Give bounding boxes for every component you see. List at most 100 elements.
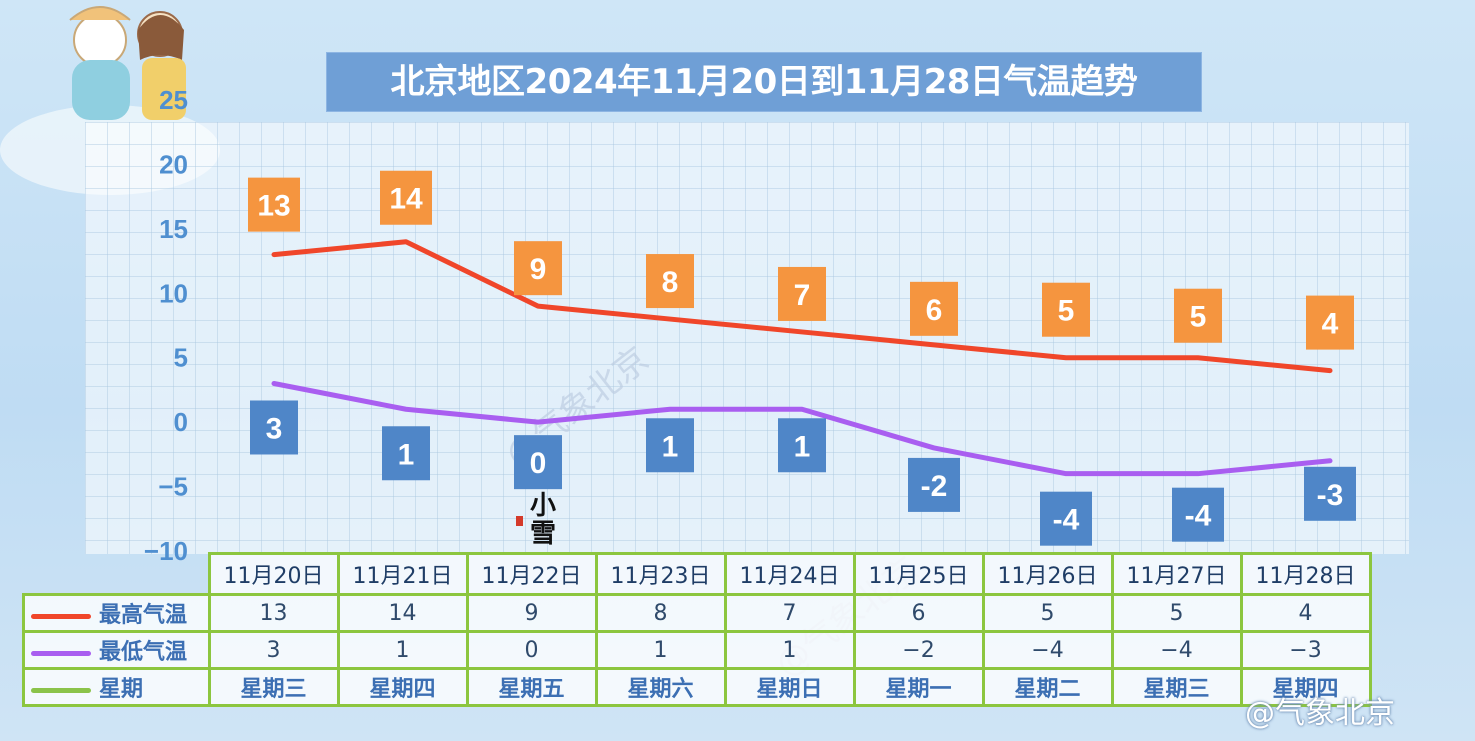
table-cell: −3 (1239, 630, 1372, 670)
low-data-label: 1 (794, 430, 811, 463)
table-cell: 14 (336, 593, 469, 633)
high-data-label-box (1042, 282, 1090, 337)
table-cell: 星期日 (723, 667, 856, 707)
table-row: 最低气温 3 1 0 1 1 −2 −4 −4 −3 (22, 630, 1372, 670)
low-data-label: 1 (662, 430, 679, 463)
legend-label: 星期 (99, 677, 144, 702)
high-data-label: 6 (926, 294, 943, 327)
low-data-label-box (1040, 491, 1092, 546)
low-data-label-box (778, 418, 826, 473)
date-cell: 11月28日 (1239, 552, 1372, 596)
y-tick-label: 20 (159, 149, 188, 179)
legend-swatch (31, 613, 91, 619)
table-cell: −2 (852, 630, 985, 670)
high-data-label-box (778, 266, 826, 321)
low-data-label: 3 (266, 412, 283, 445)
y-tick-label: 15 (159, 214, 188, 244)
table-cell: 3 (207, 630, 340, 670)
y-tick-label: 10 (159, 278, 188, 308)
table-cell: 4 (1239, 593, 1372, 633)
date-cell: 11月25日 (852, 552, 985, 596)
table-cell: 星期六 (594, 667, 727, 707)
legend-label: 最高气温 (99, 603, 188, 628)
table-cell: 9 (465, 593, 598, 633)
y-axis-ticks: 25 20 15 10 5 0 −5 −10 (144, 85, 188, 566)
table-cell: −4 (981, 630, 1114, 670)
table-cell: 星期四 (1239, 667, 1372, 707)
high-data-label-box (646, 254, 694, 309)
table-cell: 星期五 (465, 667, 598, 707)
table-cell: 5 (981, 593, 1114, 633)
high-data-label: 8 (662, 266, 679, 299)
table-cell: 星期一 (852, 667, 985, 707)
seal-mark (516, 516, 523, 526)
table-cell: 星期二 (981, 667, 1114, 707)
low-data-label-box (382, 426, 430, 481)
table-header-row: 11月20日 11月21日 11月22日 11月23日 11月24日 11月25日 11月2… (24, 552, 1372, 596)
high-data-label: 4 (1322, 308, 1339, 341)
low-data-label: -2 (921, 470, 948, 503)
plot-area (85, 122, 1409, 554)
table-corner (24, 554, 210, 595)
title-box: 北京地区2024年11月20日到11月28日气温趋势 (326, 52, 1202, 112)
chart-title: 北京地区2024年11月20日到11月28日气温趋势 (390, 62, 1138, 102)
high-data-label: 5 (1190, 301, 1207, 334)
high-data-label-box (248, 177, 300, 232)
date-cell: 11月22日 (465, 552, 598, 596)
y-tick-label: 25 (159, 85, 188, 115)
date-cell: 11月26日 (981, 552, 1114, 596)
low-data-label-box (1172, 487, 1224, 542)
low-data-label: 0 (530, 447, 547, 480)
table-row: 星期 星期三 星期四 星期五 星期六 星期日 星期一 星期二 星期三 星期四 (22, 667, 1372, 707)
y-tick-label: 0 (174, 407, 188, 437)
data-table: 11月20日 11月21日 11月22日 11月23日 11月24日 11月25日 11月2… (22, 552, 1372, 707)
table-cell: 星期三 (1110, 667, 1243, 707)
table-cell: 1 (723, 630, 856, 670)
high-data-label: 14 (389, 183, 423, 216)
table-cell: 星期四 (336, 667, 469, 707)
high-data-label-box (1174, 288, 1222, 343)
series-lines (271, 239, 1333, 477)
high-data-label-box (514, 241, 562, 296)
low-data-label: 1 (398, 438, 415, 471)
date-cell: 11月27日 (1110, 552, 1243, 596)
date-cell: 11月23日 (594, 552, 727, 596)
date-cell: 11月20日 (207, 552, 340, 596)
table-cell: 6 (852, 593, 985, 633)
high-data-label-box (1306, 295, 1354, 350)
low-data-label-box (250, 400, 298, 455)
table-cell: 13 (207, 593, 340, 633)
low-data-label-box (646, 418, 694, 473)
low-data-label: -4 (1185, 500, 1212, 533)
legend-label: 最低气温 (99, 640, 188, 665)
high-data-label-box (910, 281, 958, 336)
row-header: 最低气温 (22, 630, 211, 670)
table-row: 最高气温 13 14 9 8 7 6 5 5 4 (22, 593, 1372, 633)
date-cell: 11月21日 (336, 552, 469, 596)
y-tick-label: −10 (144, 536, 188, 566)
low-data-label-box (908, 457, 960, 512)
date-cell: 11月24日 (723, 552, 856, 596)
low-data-label-box (514, 435, 562, 490)
table-cell: 星期三 (207, 667, 340, 707)
weibo-watermark: @气象北京 (1245, 696, 1395, 731)
legend-swatch (31, 650, 91, 656)
row-header: 星期 (22, 667, 211, 707)
high-data-label-box (380, 170, 432, 225)
table-cell: 5 (1110, 593, 1243, 633)
legend-swatch (31, 687, 91, 693)
table-cell: 8 (594, 593, 727, 633)
table-cell: 1 (336, 630, 469, 670)
table-cell: 7 (723, 593, 856, 633)
high-data-label: 5 (1058, 295, 1075, 328)
low-data-label: -3 (1317, 479, 1344, 512)
high-data-label: 13 (257, 190, 290, 223)
low-data-label-box (1304, 466, 1356, 521)
table-cell: 1 (594, 630, 727, 670)
high-data-label: 9 (530, 253, 547, 286)
series-line-low (271, 380, 1333, 477)
table-cell: −4 (1110, 630, 1243, 670)
high-data-label: 7 (794, 279, 811, 312)
weather-note: 小雪 (529, 491, 556, 549)
